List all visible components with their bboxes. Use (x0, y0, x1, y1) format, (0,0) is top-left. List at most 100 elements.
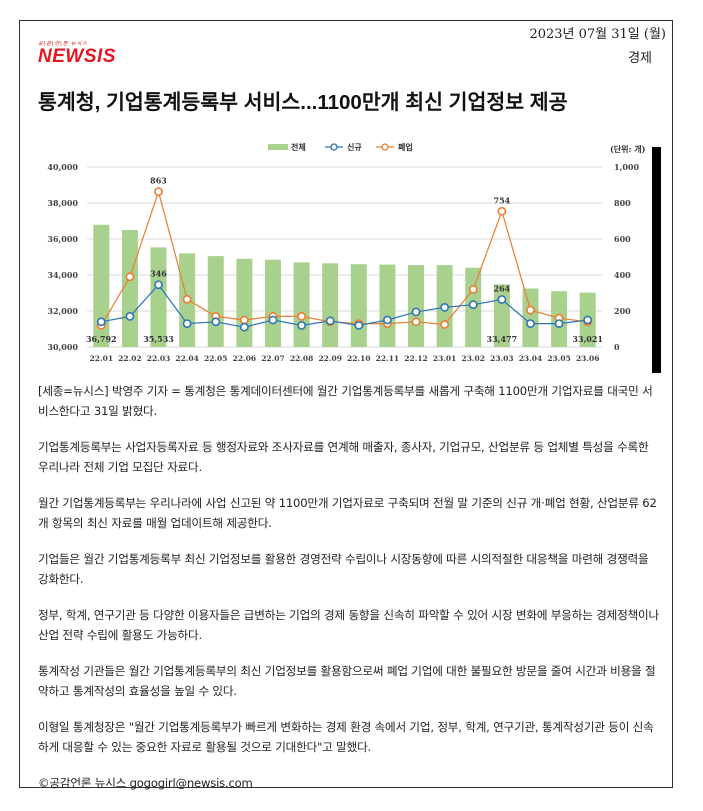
category-label: 22.02 (118, 354, 142, 363)
logo-brand: NEWSIS (38, 46, 116, 67)
right-axis-tick: 400 (614, 270, 631, 280)
right-axis-tick: 0 (614, 342, 620, 352)
line-marker (440, 320, 450, 329)
bar-total (121, 230, 138, 347)
category-label: 22.12 (404, 354, 428, 363)
data-label: 33,021 (572, 334, 603, 344)
line-marker (411, 317, 421, 327)
bar-total (264, 259, 281, 347)
category-label: 22.09 (318, 354, 342, 363)
line-marker (383, 315, 392, 325)
right-axis-tick: 600 (614, 234, 631, 244)
line-marker (239, 322, 249, 332)
left-axis-tick: 30,000 (47, 342, 78, 352)
paragraph: [세종=뉴시스] 박영주 기자 = 통계청은 통계데이터센터에 월간 기업통계등… (38, 384, 653, 418)
unit-label: (단위: 개) (610, 144, 646, 154)
data-label: 346 (150, 269, 167, 279)
category-label: 23.02 (462, 354, 486, 363)
category-label: 23.03 (490, 354, 513, 363)
left-axis-tick: 36,000 (47, 234, 78, 244)
left-axis-tick: 40,000 (47, 162, 78, 172)
legend-marker (330, 143, 338, 151)
bar-total (236, 258, 253, 347)
legend-label: 신규 (347, 142, 362, 152)
headline: 통계청, 기업통계등록부 서비스...1100만개 최신 기업정보 제공 (38, 91, 568, 114)
category-label: 23.01 (433, 354, 457, 363)
line-marker (96, 317, 106, 327)
category-label: 22.03 (147, 354, 171, 363)
bar-total (207, 256, 224, 347)
data-label: 754 (494, 195, 511, 205)
category-label: 22.04 (175, 354, 199, 363)
category-label: 22.01 (90, 354, 114, 363)
line-marker (211, 317, 221, 327)
line-marker (440, 302, 450, 312)
bar-total (322, 263, 339, 347)
line-marker (526, 305, 535, 315)
paragraph: 기업통계등록부는 사업자등록자료 등 행정자료와 조사자료를 연계해 매출자, … (38, 440, 649, 474)
data-label: 35,533 (143, 334, 174, 344)
article-body: [세종=뉴시스] 박영주 기자 = 통계청은 통계데이터센터에 월간 기업통계등… (38, 382, 662, 811)
category-label: 23.05 (547, 354, 571, 363)
line-marker (468, 300, 478, 310)
bar-total (93, 224, 110, 347)
bar-total (150, 247, 167, 347)
line-marker (182, 294, 192, 304)
line-marker (182, 319, 192, 328)
publish-date: 2023년 07월 31일 (월) (529, 27, 666, 42)
paragraph: 정부, 학계, 연구기관 등 다양한 이용자들은 급변하는 기업의 경제 동향을… (38, 608, 659, 642)
data-label: 264 (494, 283, 511, 293)
data-label: 863 (150, 176, 167, 186)
combo-chart: 30,000 32,000 34,000 36,000 38,000 40,000 0 200… (47, 142, 661, 373)
line-marker (325, 316, 335, 326)
category-label: 22.06 (233, 354, 257, 363)
paragraph: 통계작성 기관들은 월간 기업통계등록부의 최신 기업정보를 활용함으로써 폐업… (38, 664, 656, 698)
line-marker (497, 295, 507, 304)
line-marker (154, 187, 163, 197)
category-label: 23.04 (519, 354, 543, 363)
newsis-logo: 공|감|언|론 뉴시스 NEWSIS (38, 41, 116, 67)
left-axis-tick: 38,000 (47, 198, 78, 208)
image-edge-bar (652, 147, 661, 373)
line-marker (154, 280, 163, 290)
copyright: ©공감언론 뉴시스 gogogirl@newsis.com (38, 776, 253, 790)
line-marker (125, 272, 135, 282)
category-label: 22.05 (204, 354, 228, 363)
line-marker (125, 311, 135, 321)
data-label: 33,477 (487, 334, 518, 344)
legend-label: 폐업 (398, 142, 413, 152)
line-marker (297, 320, 306, 330)
category-label: 22.11 (376, 354, 400, 363)
line-marker (268, 315, 278, 325)
line-marker (468, 284, 478, 294)
bar-total (408, 265, 425, 347)
category-label: 22.10 (347, 354, 371, 363)
legend-label: 전체 (291, 142, 306, 152)
line-marker (297, 311, 306, 321)
category-label: 22.08 (290, 354, 314, 363)
legend-marker (381, 143, 389, 151)
left-axis-tick: 32,000 (47, 306, 78, 316)
paragraph: 기업들은 월간 기업통계등록부 최신 기업정보를 활용한 경영전략 수립이나 시… (38, 552, 649, 586)
category-label: 23.06 (576, 354, 600, 363)
line-marker (411, 307, 421, 317)
legend-bar-swatch (268, 144, 288, 150)
category-label: 22.07 (261, 354, 285, 363)
chart: 30,000 32,000 34,000 36,000 38,000 40,000 0 200… (20, 126, 674, 376)
section-label: 경제 (628, 51, 652, 66)
line-marker (497, 206, 507, 216)
line-marker (354, 320, 364, 330)
line-marker (239, 315, 249, 325)
bar-total (379, 264, 396, 347)
logo-tagline: 공|감|언|론 뉴시스 (38, 41, 88, 47)
right-axis-tick: 200 (614, 306, 631, 316)
paragraph: 월간 기업통계등록부는 우리나라에 사업 신고된 약 1100만개 기업자료로 … (38, 496, 657, 530)
bar-total (293, 262, 310, 347)
right-axis-tick: 1,000 (614, 162, 639, 172)
article-frame: 2023년 07월 31일 (월) 경제 공|감|언|론 뉴시스 NEWSIS … (19, 20, 674, 790)
bar-total (522, 288, 539, 347)
right-axis-tick: 800 (614, 198, 631, 208)
line-marker (583, 315, 593, 325)
data-label: 36,792 (86, 334, 117, 344)
line-marker (554, 319, 564, 328)
